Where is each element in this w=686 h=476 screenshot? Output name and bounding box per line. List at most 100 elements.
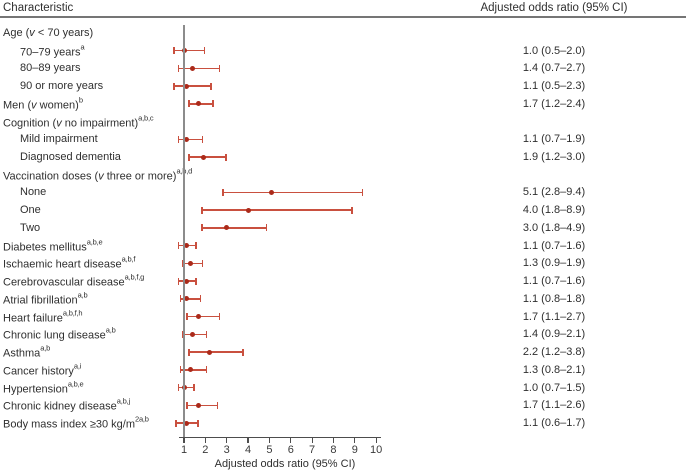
or-point [196, 402, 202, 408]
or-value: 1.1 (0.5–2.3) [522, 80, 586, 93]
or-point [190, 331, 196, 337]
row-label: Asthmaa,b [3, 343, 51, 360]
forest-row: Cancer historya,i 1.3 (0.8–2.1) [0, 361, 686, 379]
row-label: Heart failurea,b,f,h [3, 308, 83, 324]
x-axis-line [178, 436, 382, 438]
row-label: Hypertensiona,b,e [3, 379, 84, 395]
x-axis-tick-label: 4 [244, 444, 252, 456]
ci-line [179, 296, 202, 302]
or-point [183, 83, 189, 89]
row-label: 80–89 years [20, 62, 81, 75]
or-value: 1.7 (1.1–2.7) [522, 310, 586, 323]
or-value: 1.1 (0.6–1.7) [522, 417, 586, 430]
column-header-odds-ratio: Adjusted odds ratio (95% CI) [480, 2, 628, 14]
row-label: Two [20, 221, 41, 234]
row-label: 70–79 yearsa [20, 42, 85, 58]
row-label: Chronic lung diseasea,b [3, 326, 116, 342]
or-value: 2.2 (1.2–3.8) [522, 346, 586, 359]
forest-group-row: Vaccination doses (v three or more)a,b,d [0, 166, 686, 184]
forest-row: Cerebrovascular diseasea,b,f,g 1.1 (0.7–1… [0, 272, 686, 290]
row-label: Body mass index ≥30 kg/m2a,b [3, 414, 149, 431]
x-axis-tick [311, 438, 313, 443]
forest-row: Two 3.0 (1.8–4.9) [0, 219, 686, 237]
forest-row: 70–79 yearsa 1.0 (0.5–2.0) [0, 42, 686, 60]
ci-line [188, 100, 214, 107]
row-label: Cancer historya,i [3, 361, 82, 378]
forest-row: Heart failurea,b,f,h 1.7 (1.1–2.7) [0, 308, 686, 326]
row-label: Vaccination doses (v three or more)a,b,d [3, 166, 192, 183]
or-point [187, 367, 193, 373]
x-axis-tick [204, 438, 206, 443]
or-value: 1.0 (0.7–1.5) [522, 381, 586, 394]
or-point [187, 260, 193, 266]
ci-line [186, 313, 221, 320]
ci-line [188, 154, 228, 160]
forest-row: 80–89 years 1.4 (0.7–2.7) [0, 59, 686, 77]
forest-row: Ischaemic heart diseasea,b,f 1.3 (0.9–1.9… [0, 255, 686, 273]
ci-line [173, 47, 206, 54]
or-value: 1.1 (0.7–1.6) [522, 239, 586, 252]
forest-row: Mild impairment 1.1 (0.7–1.9) [0, 130, 686, 148]
ci-line [201, 207, 353, 213]
or-point [269, 189, 275, 195]
or-value: 3.0 (1.8–4.9) [522, 221, 586, 234]
ci-line [222, 189, 364, 195]
or-value: 1.1 (0.7–1.9) [522, 133, 586, 146]
ci-line [186, 402, 219, 408]
forest-rows: Age (v < 70 years) 70–79 yearsa 1.0 (0.5–2… [0, 24, 686, 432]
or-value: 4.0 (1.8–8.9) [522, 204, 586, 217]
x-axis-tick-label: 1 [180, 444, 188, 456]
ci-line [201, 225, 268, 231]
forest-row: Men (v women)b 1.7 (1.2–2.4) [0, 95, 686, 113]
x-axis-tick [268, 438, 270, 443]
row-label: Cerebrovascular diseasea,b,f,g [3, 272, 145, 289]
row-label: Diagnosed dementia [20, 151, 121, 163]
row-label: Cognition (v no impairment)a,b,c [3, 113, 154, 129]
or-point [183, 136, 189, 142]
or-point [183, 420, 189, 426]
row-label: Men (v women)b [3, 95, 83, 112]
x-axis-tick [226, 438, 228, 443]
forest-row: Body mass index ≥30 kg/m2a,b 1.1 (0.6–1.7… [0, 414, 686, 432]
forest-row: Chronic lung diseasea,b 1.4 (0.9–2.1) [0, 325, 686, 343]
or-value: 1.7 (1.2–2.4) [522, 97, 586, 110]
forest-row: Hypertensiona,b,e 1.0 (0.7–1.5) [0, 379, 686, 397]
x-axis-tick [354, 438, 356, 443]
ci-line [177, 65, 221, 71]
x-axis-tick-label: 3 [223, 444, 230, 456]
ci-line [179, 367, 208, 373]
x-axis-tick-label: 8 [330, 444, 337, 456]
x-axis-title: Adjusted odds ratio (95% CI) [214, 458, 356, 470]
forest-group-row: Cognition (v no impairment)a,b,c [0, 113, 686, 131]
column-header-characteristic: Characteristic [3, 2, 74, 14]
forest-row: Diagnosed dementia 1.9 (1.2–3.0) [0, 148, 686, 166]
x-axis-tick [375, 438, 377, 443]
row-label: Mild impairment [20, 133, 98, 146]
x-axis-tick [332, 438, 335, 443]
or-value: 1.1 (0.7–1.6) [522, 275, 586, 288]
or-point [183, 243, 189, 249]
or-point [245, 207, 251, 213]
row-label: Ischaemic heart diseasea,b,f [3, 255, 136, 271]
row-label: Age (v < 70 years) [3, 26, 94, 39]
forest-row: 90 or more years 1.1 (0.5–2.3) [0, 77, 686, 95]
or-point [183, 278, 189, 284]
x-axis-tick-label: 9 [351, 444, 358, 456]
or-value: 1.7 (1.1–2.6) [522, 399, 586, 412]
or-point [196, 101, 202, 107]
or-value: 1.4 (0.9–2.1) [522, 328, 586, 341]
or-value: 1.9 (1.2–3.0) [522, 151, 586, 163]
row-label: One [20, 204, 41, 217]
row-label: Atrial fibrillationa,b [3, 290, 88, 307]
forest-row: One 4.0 (1.8–8.9) [0, 201, 686, 219]
forest-row: None 5.1 (2.8–9.4) [0, 184, 686, 202]
or-point [200, 154, 206, 160]
or-point [190, 65, 196, 71]
x-axis-tick [290, 438, 292, 443]
x-axis-tick-label: 5 [266, 444, 273, 456]
or-point [224, 225, 230, 231]
x-axis-tick-label: 7 [309, 444, 316, 456]
header-divider [0, 16, 686, 18]
or-value: 5.1 (2.8–9.4) [522, 186, 586, 199]
ci-line [177, 136, 204, 142]
